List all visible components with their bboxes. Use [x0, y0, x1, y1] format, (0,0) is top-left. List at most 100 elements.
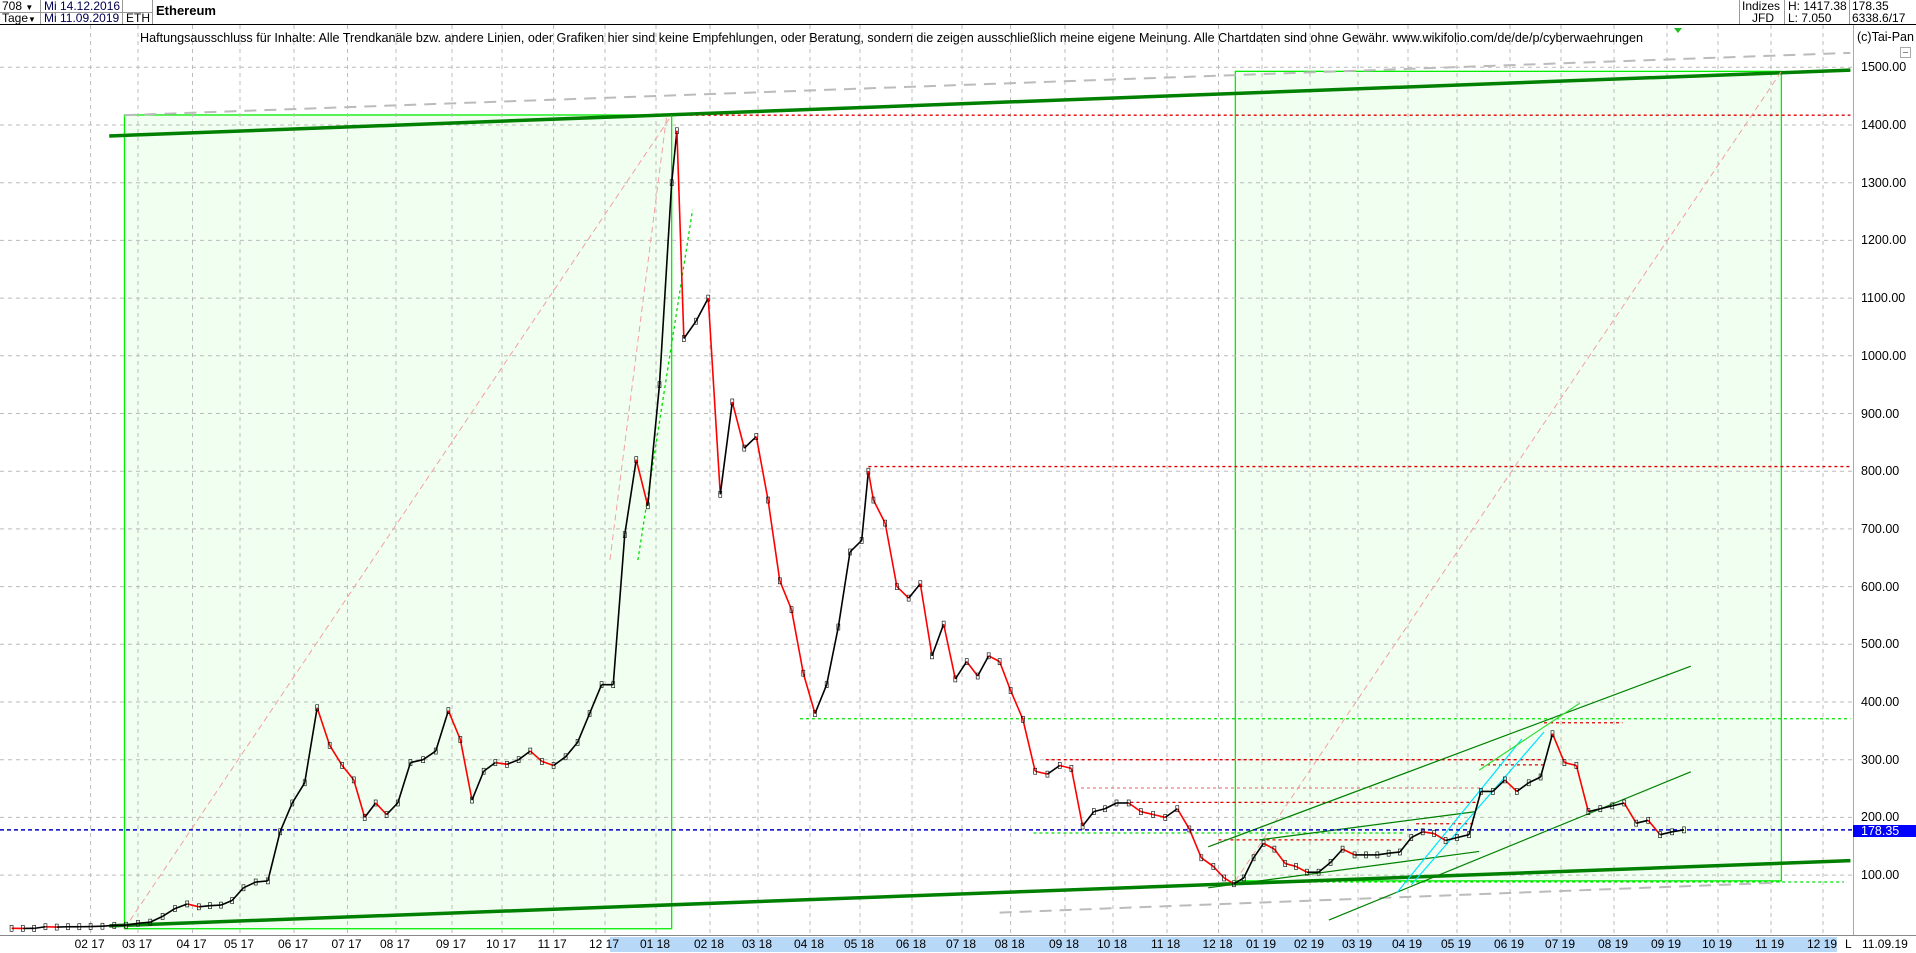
- price-segment: [677, 131, 684, 339]
- x-tick-label: 04 17: [177, 938, 207, 951]
- y-tick-label: 800.00: [1861, 465, 1899, 477]
- price-segment: [1047, 765, 1059, 774]
- price-segment: [672, 131, 677, 183]
- copyright-label: (c)Tai-Pan: [1857, 30, 1914, 44]
- x-tick-label: 11 17: [538, 938, 567, 951]
- chart-header: 708 ▼ Tage▼ Mi 14.12.2016 Mi 11.09.2019 …: [0, 0, 1916, 25]
- x-tick-label: 03 17: [122, 938, 152, 951]
- y-tick-label: 1000.00: [1861, 350, 1906, 362]
- x-tick-label: 07 17: [332, 938, 362, 951]
- x-tick-label: 02 17: [75, 938, 105, 951]
- x-tick-label: 05 18: [844, 938, 874, 951]
- x-tick-label: 10 18: [1097, 938, 1127, 951]
- chart-title: Ethereum: [156, 5, 216, 17]
- price-segment: [827, 627, 839, 685]
- price-segment: [1129, 803, 1141, 812]
- date-to[interactable]: Mi 11.09.2019: [44, 12, 119, 24]
- x-tick-label: 08 19: [1598, 938, 1628, 951]
- minimize-icon[interactable]: [1900, 47, 1911, 58]
- x-tick-label: 12 18: [1203, 938, 1233, 951]
- x-tick-label: 10 19: [1702, 938, 1732, 951]
- price-segment: [838, 552, 850, 627]
- low-value: L: 7.050: [1788, 12, 1831, 24]
- price-segment: [920, 584, 932, 656]
- y-tick-label: 700.00: [1861, 523, 1899, 535]
- x-tick-label: 11 18: [1151, 938, 1180, 951]
- x-tick-label: 05 19: [1441, 938, 1471, 951]
- price-segment: [862, 471, 869, 540]
- price-chart[interactable]: [0, 25, 1853, 935]
- price-segment: [1189, 829, 1201, 858]
- x-tick-label: 04 18: [794, 938, 824, 951]
- period-value: Tage: [2, 11, 28, 25]
- divider: [1739, 0, 1740, 24]
- x-tick-label: 07 19: [1545, 938, 1575, 951]
- chevron-down-icon: ▼: [28, 15, 36, 24]
- y-tick-label: 200.00: [1861, 811, 1899, 823]
- price-segment: [1177, 809, 1189, 829]
- x-tick-label: 09 19: [1651, 938, 1681, 951]
- price-segment: [720, 402, 732, 494]
- price-segment: [1000, 662, 1011, 691]
- marker-triangle-icon: [1674, 28, 1682, 33]
- y-tick-label: 1400.00: [1861, 119, 1906, 131]
- x-tick-label: 06 19: [1494, 938, 1524, 951]
- x-tick-label: 06 17: [278, 938, 308, 951]
- x-tick-label: 10 17: [486, 938, 516, 951]
- y-tick-label: 900.00: [1861, 408, 1899, 420]
- x-axis[interactable]: L 11.09.19 02 17 03 17 04 17 05 17 06 17 07 1…: [0, 935, 1916, 953]
- disclaimer-text: Haftungsausschluss für Inhalte: Alle Tre…: [140, 31, 1643, 45]
- minus-icon: [1903, 52, 1908, 53]
- x-end-date: 11.09.19: [1862, 938, 1908, 951]
- exchange: JFD: [1752, 12, 1774, 24]
- price-segment: [1035, 771, 1047, 774]
- x-tick-label: 06 18: [896, 938, 926, 951]
- period-select[interactable]: Tage▼: [2, 12, 38, 24]
- price-segment: [732, 402, 744, 448]
- price-segment: [1141, 812, 1153, 815]
- x-tick-label: 12 19: [1807, 938, 1837, 951]
- price-segment: [932, 624, 944, 656]
- price-segment: [1011, 690, 1023, 719]
- y-tick-label: 600.00: [1861, 581, 1899, 593]
- price-segment: [803, 673, 815, 713]
- price-segment: [885, 523, 897, 586]
- y-tick-label: 1200.00: [1861, 234, 1906, 246]
- divider: [1849, 0, 1850, 24]
- price-segment: [868, 471, 873, 500]
- x-tick-label: 09 17: [436, 938, 466, 951]
- x-tick-label: 12 17: [589, 938, 619, 951]
- divider: [152, 0, 153, 24]
- x-tick-label: 05 17: [224, 938, 254, 951]
- x-tick-label: 01 18: [640, 938, 670, 951]
- x-tick-label: 09 18: [1049, 938, 1079, 951]
- price-segment: [1201, 858, 1213, 867]
- x-tick-label: 02 18: [694, 938, 724, 951]
- price-segment: [696, 298, 708, 321]
- y-axis-line: [1853, 25, 1854, 952]
- x-tick-label: 11 19: [1755, 938, 1784, 951]
- x-tick-label: 01 19: [1246, 938, 1276, 951]
- price-segment: [792, 610, 804, 673]
- volume-value: 6338.6/17: [1852, 12, 1916, 24]
- x-tick-label: 04 19: [1392, 938, 1422, 951]
- symbol: ETH: [126, 12, 150, 24]
- price-segment: [944, 624, 956, 679]
- y-tick-label: 1500.00: [1861, 61, 1906, 73]
- y-tick-label: 500.00: [1861, 638, 1899, 650]
- x-tick-label: 02 19: [1294, 938, 1324, 951]
- price-segment: [768, 500, 780, 581]
- price-segment: [684, 321, 696, 338]
- last-price: 178.35: [1852, 0, 1889, 12]
- divider: [0, 12, 152, 13]
- x-end-marker: L: [1845, 938, 1852, 951]
- price-segment: [780, 581, 792, 610]
- price-segment: [815, 685, 827, 714]
- y-tick-label: 400.00: [1861, 696, 1899, 708]
- divider: [1784, 0, 1785, 24]
- price-segment: [873, 500, 885, 523]
- x-tick-label: 07 18: [946, 938, 976, 951]
- y-tick-label: 1100.00: [1861, 292, 1905, 304]
- x-tick-label: 03 19: [1342, 938, 1372, 951]
- x-tick-label: 08 18: [995, 938, 1025, 951]
